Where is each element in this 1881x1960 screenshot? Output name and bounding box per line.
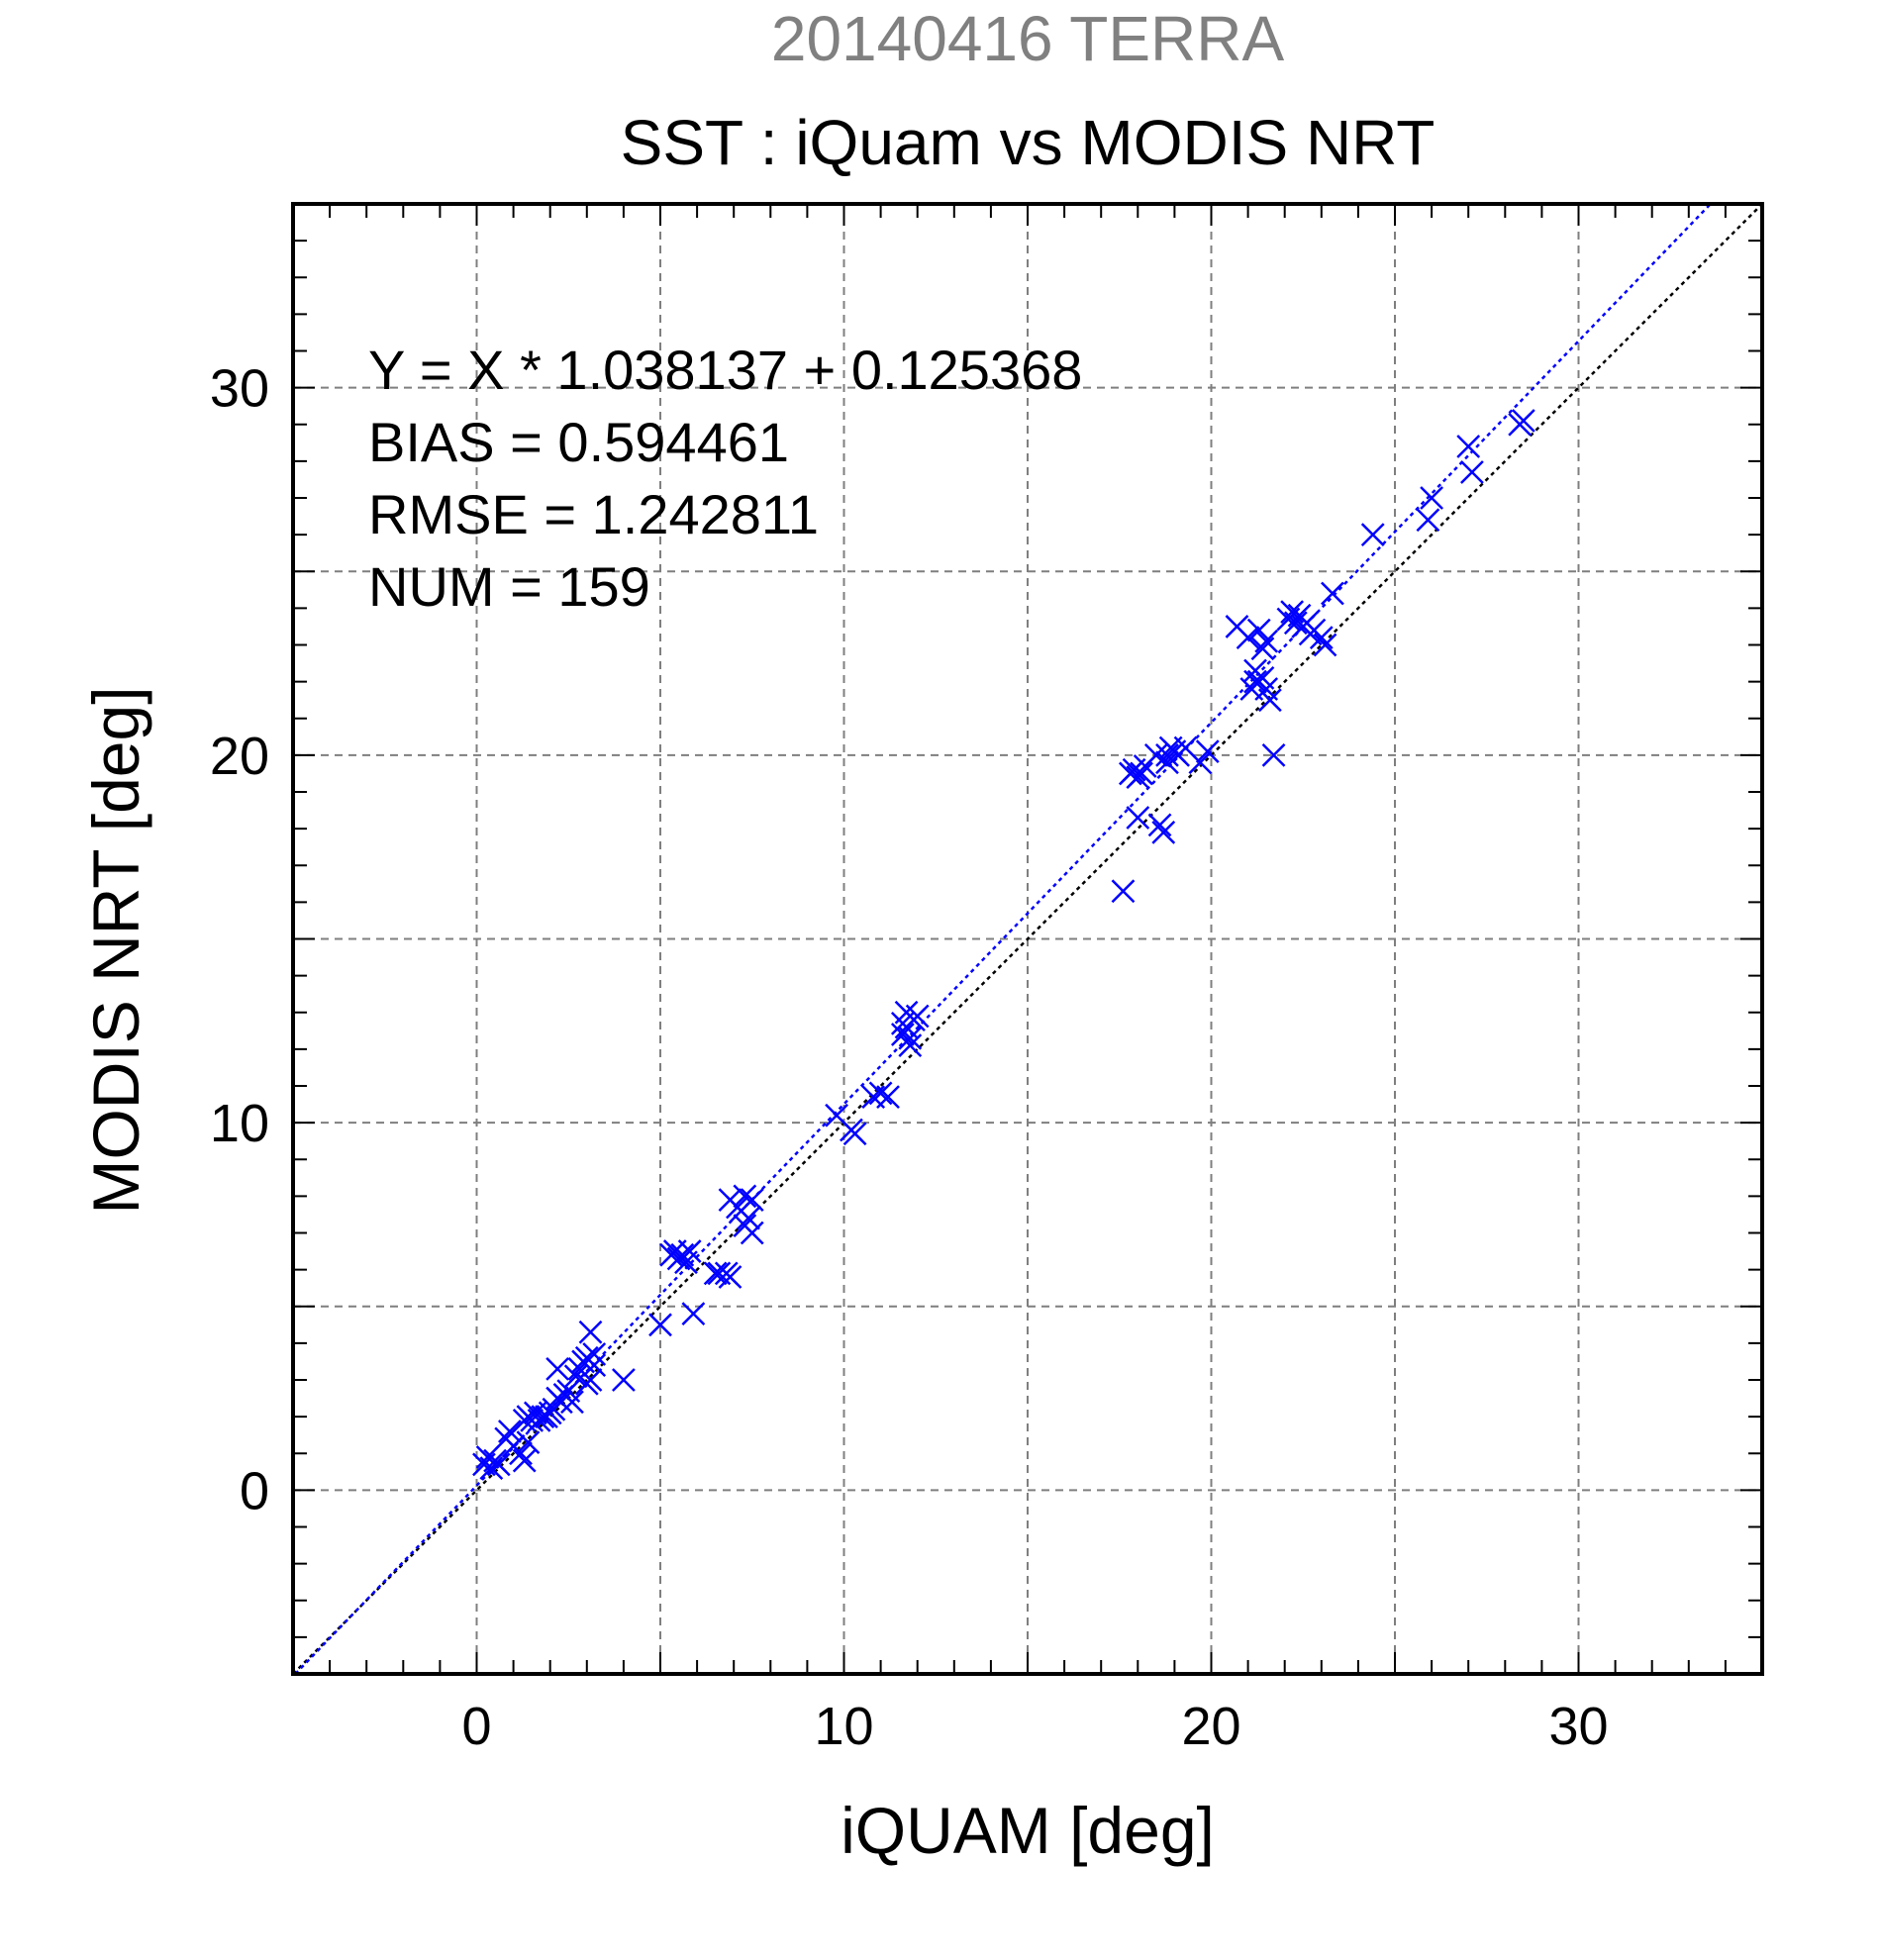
data-point bbox=[582, 1342, 607, 1366]
x-tick-label: 20 bbox=[1181, 1697, 1240, 1756]
data-point bbox=[498, 1420, 522, 1443]
data-point bbox=[876, 1085, 900, 1110]
data-point bbox=[740, 1188, 764, 1212]
data-point bbox=[1257, 688, 1282, 713]
data-point bbox=[1321, 581, 1344, 606]
chart-title: SST : iQuam vs MODIS NRT bbox=[621, 107, 1436, 178]
data-point bbox=[582, 1353, 607, 1378]
data-point bbox=[1155, 750, 1179, 775]
data-point bbox=[1309, 626, 1334, 649]
y-tick-label: 10 bbox=[210, 1094, 269, 1153]
y-tick-label: 0 bbox=[240, 1461, 269, 1520]
data-point bbox=[509, 1441, 533, 1466]
data-point bbox=[516, 1430, 541, 1454]
stats-bias: BIAS = 0.594461 bbox=[368, 411, 789, 473]
data-point bbox=[1250, 637, 1275, 661]
data-point bbox=[1416, 508, 1440, 533]
data-point bbox=[718, 1265, 742, 1289]
data-point bbox=[1188, 750, 1213, 775]
x-tick-labels: 0 10 20 30 bbox=[461, 1697, 1608, 1756]
data-point bbox=[512, 1448, 537, 1473]
reference-lines bbox=[292, 203, 1763, 1675]
data-point bbox=[479, 1456, 504, 1480]
data-point bbox=[898, 1033, 923, 1058]
data-point bbox=[703, 1261, 728, 1286]
data-point bbox=[560, 1390, 584, 1415]
stats-num: NUM = 159 bbox=[368, 555, 650, 618]
data-point bbox=[681, 1302, 706, 1326]
data-point bbox=[1261, 742, 1286, 767]
x-tick-label: 10 bbox=[814, 1697, 873, 1756]
x-tick-label: 0 bbox=[461, 1697, 491, 1756]
data-point bbox=[842, 1122, 867, 1146]
data-point bbox=[1155, 742, 1179, 767]
x-axis-label: iQUAM [deg] bbox=[841, 1794, 1215, 1867]
data-point bbox=[648, 1313, 672, 1337]
data-point bbox=[1147, 813, 1172, 837]
data-point bbox=[905, 1004, 930, 1029]
stats-box: Y = X * 1.038137 + 0.125368 BIAS = 0.594… bbox=[368, 339, 1082, 618]
plot-frame bbox=[291, 202, 1764, 1676]
data-point bbox=[1254, 629, 1279, 653]
data-point bbox=[733, 1184, 757, 1209]
data-point bbox=[1195, 739, 1220, 764]
data-point bbox=[1143, 742, 1168, 767]
data-point bbox=[563, 1364, 588, 1389]
stats-equation: Y = X * 1.038137 + 0.125368 bbox=[368, 339, 1082, 401]
data-point bbox=[1246, 618, 1271, 642]
data-point bbox=[1420, 486, 1443, 510]
y-tick-label: 20 bbox=[210, 727, 269, 786]
data-point bbox=[1111, 879, 1136, 904]
data-point bbox=[740, 1221, 764, 1245]
data-point bbox=[890, 1023, 915, 1046]
data-point bbox=[548, 1390, 573, 1415]
data-point bbox=[737, 1206, 760, 1230]
y-axis-label: MODIS NRT [deg] bbox=[79, 686, 152, 1214]
data-point bbox=[531, 1405, 555, 1429]
data-point bbox=[1456, 435, 1481, 458]
data-point bbox=[612, 1368, 636, 1392]
data-point bbox=[578, 1320, 603, 1344]
stats-rmse: RMSE = 1.242811 bbox=[368, 483, 819, 545]
data-point bbox=[1460, 460, 1484, 484]
chart-subtitle: 20140416 TERRA bbox=[771, 3, 1285, 74]
data-point bbox=[670, 1242, 695, 1267]
data-point bbox=[1130, 761, 1153, 786]
data-point bbox=[1126, 806, 1150, 830]
data-point bbox=[1236, 626, 1260, 649]
data-point bbox=[1511, 409, 1535, 433]
data-point bbox=[677, 1239, 702, 1263]
x-tick-label: 30 bbox=[1548, 1697, 1608, 1756]
data-point bbox=[486, 1452, 511, 1477]
data-point bbox=[1360, 523, 1385, 547]
data-point bbox=[868, 1081, 893, 1106]
data-point bbox=[1243, 669, 1267, 694]
data-points bbox=[472, 409, 1535, 1480]
y-tick-label: 30 bbox=[210, 359, 269, 419]
data-point bbox=[578, 1368, 603, 1392]
data-point bbox=[545, 1356, 570, 1381]
data-point bbox=[1313, 633, 1337, 657]
identity-line bbox=[292, 203, 1763, 1675]
data-point bbox=[1151, 820, 1176, 844]
data-point bbox=[1283, 611, 1308, 636]
y-tick-labels: 0 10 20 30 bbox=[210, 359, 269, 1521]
data-point bbox=[898, 1026, 923, 1050]
minor-ticks bbox=[293, 204, 1762, 1674]
